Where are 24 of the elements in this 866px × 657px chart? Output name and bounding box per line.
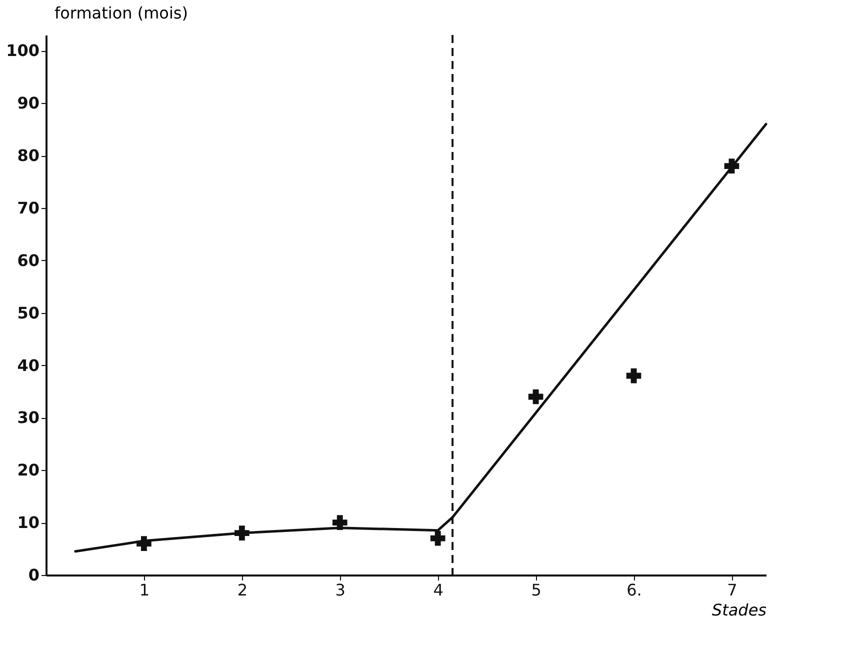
x-tick-label: 7: [727, 580, 738, 600]
point: [528, 389, 544, 404]
y-tick-label: 30: [17, 408, 40, 428]
y-tick-label: 90: [17, 94, 40, 113]
x-axis-title: Stades: [712, 600, 766, 620]
y-tick-label: 20: [17, 460, 40, 480]
x-tick-label: 1: [139, 580, 150, 600]
x-tick-label: 2: [237, 580, 248, 600]
y-axis-title: formation (mois): [54, 4, 188, 22]
x-tick-label: 6.: [626, 580, 642, 600]
y-tick-label: 100: [6, 41, 40, 60]
point: [332, 515, 348, 530]
y-tick-label: 60: [17, 250, 40, 270]
point: [430, 530, 446, 546]
y-tick-label: 40: [17, 356, 40, 375]
x-tick-label: 3: [335, 580, 346, 600]
y-tick-label: 80: [17, 146, 40, 166]
x-tick-label: 5: [531, 580, 542, 600]
y-tick-label: 10: [17, 513, 40, 532]
y-tick-label: 0: [28, 566, 40, 584]
y-tick-label: 70: [17, 198, 40, 218]
x-tick-label: 4: [433, 580, 444, 600]
point: [626, 368, 642, 384]
y-tick-label: 50: [17, 303, 40, 322]
